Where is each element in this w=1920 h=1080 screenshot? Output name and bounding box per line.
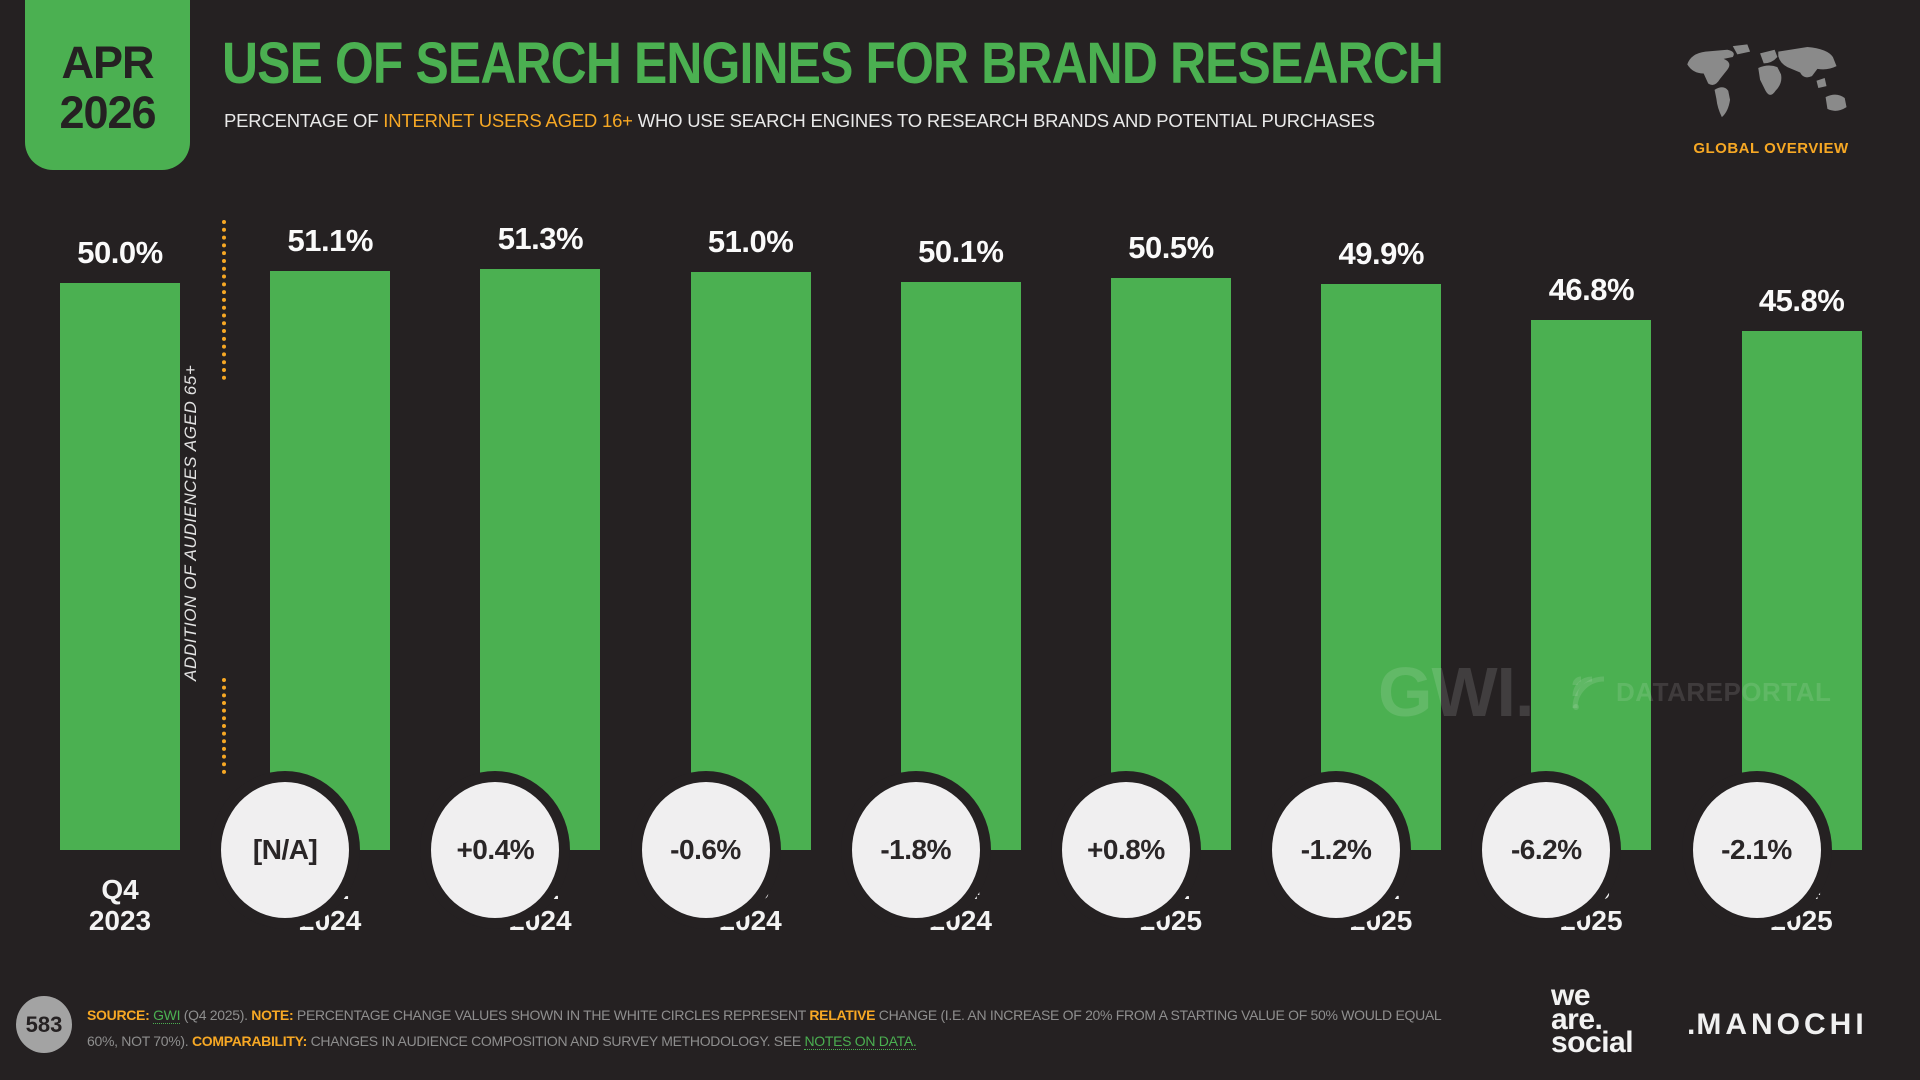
date-badge: APR 2026: [25, 0, 190, 170]
bar-value-label: 50.0%: [77, 235, 163, 271]
world-map-icon: [1680, 42, 1862, 134]
change-circle: -1.2%: [1261, 771, 1412, 929]
note-label: NOTE:: [251, 1007, 297, 1023]
datareportal-watermark: DATAREPORTAL: [1568, 672, 1831, 712]
note-label: SOURCE:: [87, 1007, 154, 1023]
bar: [1321, 284, 1442, 850]
gwi-watermark: GWI.: [1378, 653, 1534, 731]
we-are-social-logo: we are. social: [1551, 979, 1634, 1059]
subtitle-suffix: WHO USE SEARCH ENGINES TO RESEARCH BRAND…: [632, 110, 1375, 131]
page-title: USE OF SEARCH ENGINES FOR BRAND RESEARCH: [222, 31, 1444, 96]
datareportal-icon: [1572, 676, 1605, 710]
axis-label: Q4 2023: [88, 874, 152, 936]
bar: [60, 283, 180, 850]
bar: [1111, 277, 1231, 850]
region-label: GLOBAL OVERVIEW: [1693, 140, 1849, 157]
note-text: PERCENTAGE CHANGE VALUES SHOWN IN THE WH…: [296, 1007, 810, 1023]
date-badge-month: APR: [61, 37, 154, 88]
annotation-line: [222, 220, 226, 380]
note-link[interactable]: NOTES ON DATA.: [804, 1033, 917, 1050]
we-are-social-line: social: [1551, 1026, 1634, 1059]
annotation-label: ADDITION OF AUDIENCES AGED 65+: [181, 364, 200, 681]
bar-value-label: 51.1%: [287, 222, 373, 258]
page-subtitle: PERCENTAGE OF INTERNET USERS AGED 16+ WH…: [224, 110, 1375, 132]
change-circle: +0.8%: [1050, 771, 1201, 929]
source-note-line: SOURCE: GWI (Q4 2025). NOTE: PERCENTAGE …: [87, 1002, 1442, 1028]
change-circle: -1.8%: [840, 771, 991, 929]
bar-chart: 50.0%Q4202351.1%Q1202451.3%Q2202451.0%Q3…: [60, 0, 1862, 1080]
source-note-line: 60%, NOT 70%). COMPARABILITY: CHANGES IN…: [87, 1028, 1441, 1054]
datareportal-watermark-text: DATAREPORTAL: [1616, 676, 1832, 707]
note-text: CHANGE (I.E. AN INCREASE OF 20% FROM A S…: [875, 1007, 1442, 1023]
bar: [900, 282, 1021, 850]
we-are-social-line: are.: [1551, 1002, 1603, 1036]
change-circle: +0.4%: [420, 771, 571, 929]
note-label: RELATIVE: [809, 1007, 876, 1023]
bar: [690, 272, 811, 850]
bar: [1531, 319, 1652, 850]
bar: [480, 268, 601, 850]
change-circle: -0.6%: [630, 771, 781, 929]
bar-value-label: 45.8%: [1758, 282, 1845, 318]
change-circle: -2.1%: [1681, 771, 1832, 929]
annotation-line: [222, 678, 226, 774]
manochi-text: MANOCHI: [1696, 1008, 1868, 1041]
bar-value-label: 49.9%: [1338, 236, 1424, 272]
note-text: (Q4 2025).: [180, 1007, 252, 1023]
change-circle: -6.2%: [1471, 771, 1622, 929]
bar-value-label: 50.5%: [1128, 229, 1214, 265]
bar: [1741, 330, 1862, 850]
note-text: CHANGES IN AUDIENCE COMPOSITION AND SURV…: [310, 1033, 805, 1049]
bar-value-label: 51.3%: [497, 220, 584, 256]
bar-value-label: 50.1%: [918, 234, 1004, 270]
note-text: 60%, NOT 70%).: [87, 1033, 192, 1049]
we-are-social-line: we: [1551, 979, 1591, 1012]
change-circle: [N/A]: [210, 771, 361, 929]
bar: [270, 270, 391, 850]
subtitle-highlight: INTERNET USERS AGED 16+: [383, 110, 633, 131]
bar-value-label: 51.0%: [707, 224, 794, 259]
manochi-logo: .MANOCHI: [1687, 1008, 1868, 1042]
manochi-dot: .: [1687, 1008, 1696, 1041]
slide-number-badge: 583: [16, 996, 72, 1053]
date-badge-year: 2026: [59, 87, 156, 138]
note-label: COMPARABILITY:: [191, 1033, 311, 1049]
subtitle-prefix: PERCENTAGE OF: [224, 110, 384, 131]
note-link[interactable]: GWI: [153, 1007, 181, 1024]
source-note: SOURCE: GWI (Q4 2025). NOTE: PERCENTAGE …: [87, 1002, 1442, 1054]
bar-value-label: 46.8%: [1548, 271, 1635, 307]
